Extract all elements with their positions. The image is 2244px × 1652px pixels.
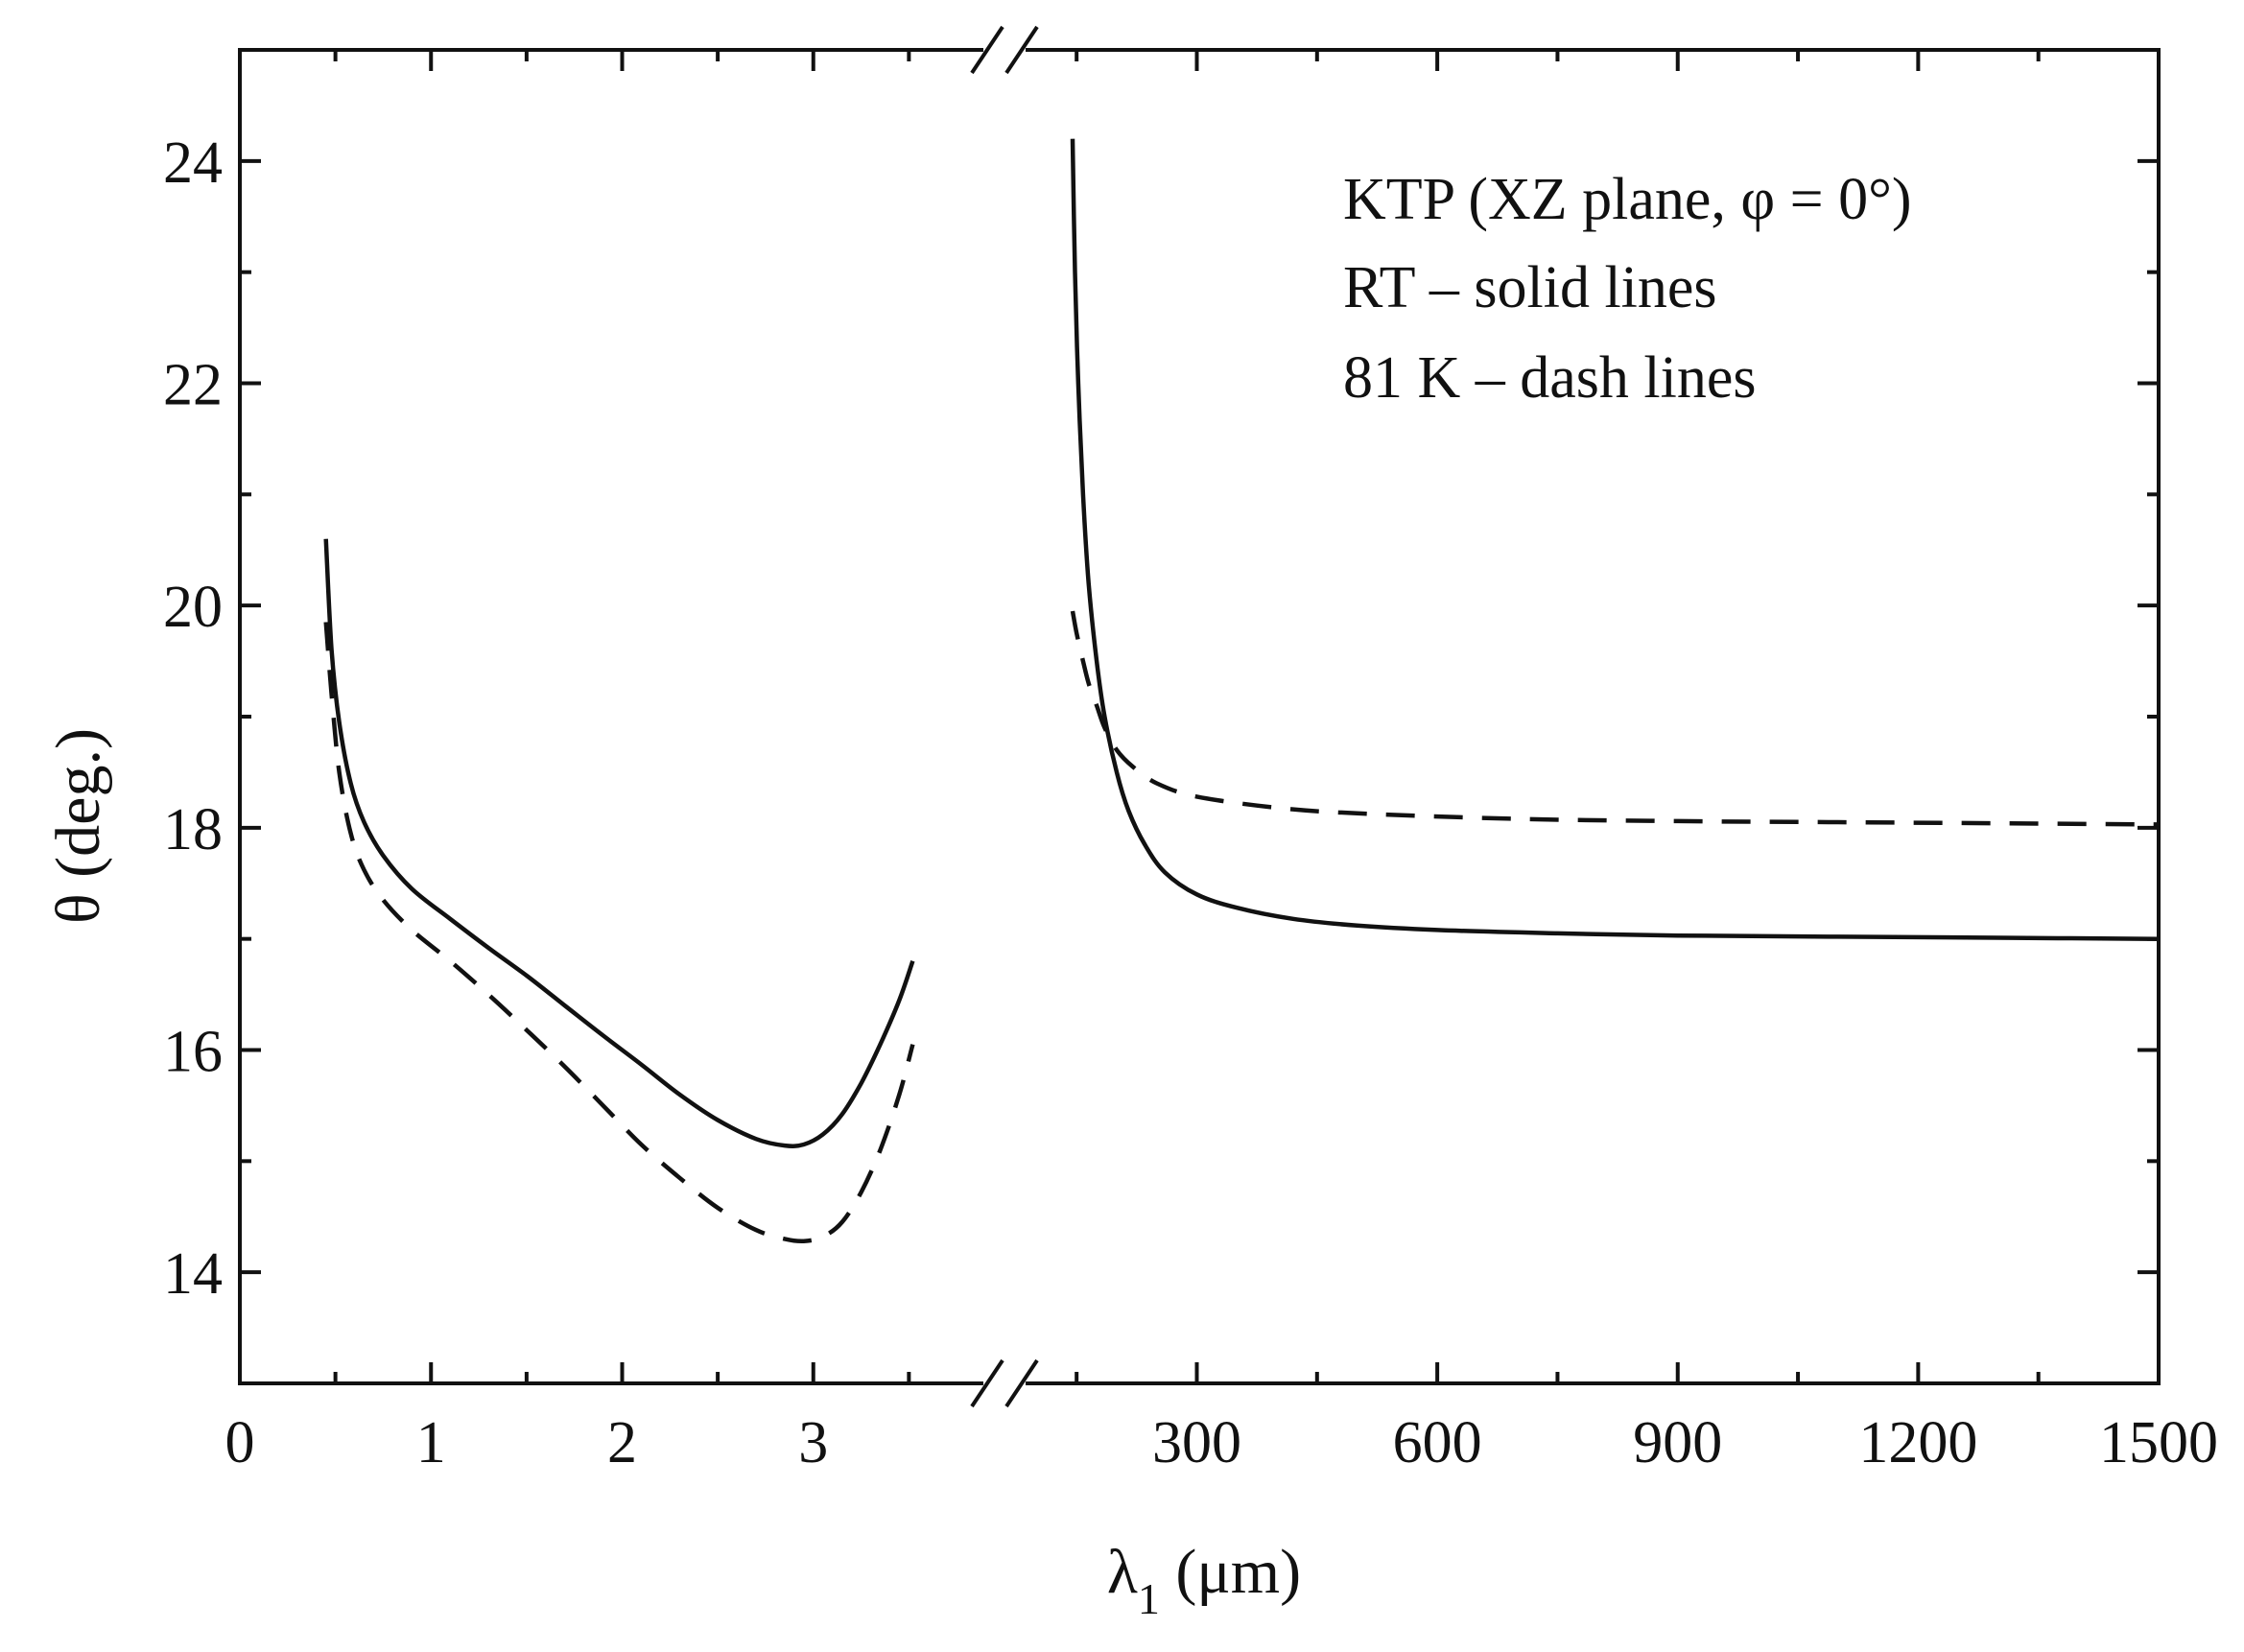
x-axis-title-unit: (μm) — [1160, 1537, 1301, 1607]
series-lines — [323, 138, 2160, 1244]
x-right-tick-label: 1500 — [2099, 1410, 2218, 1475]
x-right-tick-label: 900 — [1633, 1410, 1722, 1475]
y-tick-label: 18 — [163, 797, 223, 862]
series-81k-left-line — [323, 622, 915, 1244]
x-right-tick-label: 300 — [1152, 1410, 1241, 1475]
axis-break-slash-top-2 — [1004, 25, 1039, 75]
axis-ticks: 14 16 18 20 22 24 0 1 2 3 300 600 900 1200 1500 — [163, 50, 2218, 1475]
x-right-tick-label: 1200 — [1858, 1410, 1977, 1475]
y-tick-label: 20 — [163, 575, 223, 640]
y-tick-label: 22 — [163, 353, 223, 418]
y-axis-title: θ (deg.) — [43, 728, 113, 924]
axis-break-slash-top-1 — [970, 25, 1004, 75]
axis-break-slash-bottom-2 — [1004, 1358, 1039, 1408]
annotation-81k: 81 K – dash lines — [1343, 345, 1757, 411]
plot-border — [238, 48, 2161, 1385]
series-rt-left-line — [323, 538, 915, 1148]
plot-frame — [238, 48, 2161, 1385]
axis-break-slash-bottom-1 — [970, 1358, 1004, 1408]
annotation-rt: RT – solid lines — [1343, 255, 1717, 320]
y-tick-label: 14 — [163, 1241, 223, 1307]
annotation-crystal: KTP (XZ plane, φ = 0°) — [1343, 167, 1912, 232]
x-axis-title-symbol: λ — [1107, 1537, 1138, 1607]
x-left-tick-label: 2 — [607, 1410, 637, 1475]
x-right-tick-label: 600 — [1393, 1410, 1482, 1475]
x-axis-title-subscript: 1 — [1138, 1574, 1160, 1623]
y-tick-label: 24 — [163, 130, 223, 196]
series-rt-right-line — [1070, 138, 2160, 941]
x-left-tick-label: 1 — [416, 1410, 446, 1475]
x-axis-title: λ1 (μm) — [1107, 1537, 1301, 1623]
series-81k-right-line — [1070, 610, 2160, 827]
axis-break-marks — [970, 25, 1039, 1408]
axis-break-gap-bottom — [983, 1374, 1026, 1393]
y-tick-label: 16 — [163, 1020, 223, 1085]
axis-break-gap-top — [983, 40, 1026, 59]
x-left-tick-label: 3 — [798, 1410, 828, 1475]
x-left-tick-label: 0 — [225, 1410, 255, 1475]
